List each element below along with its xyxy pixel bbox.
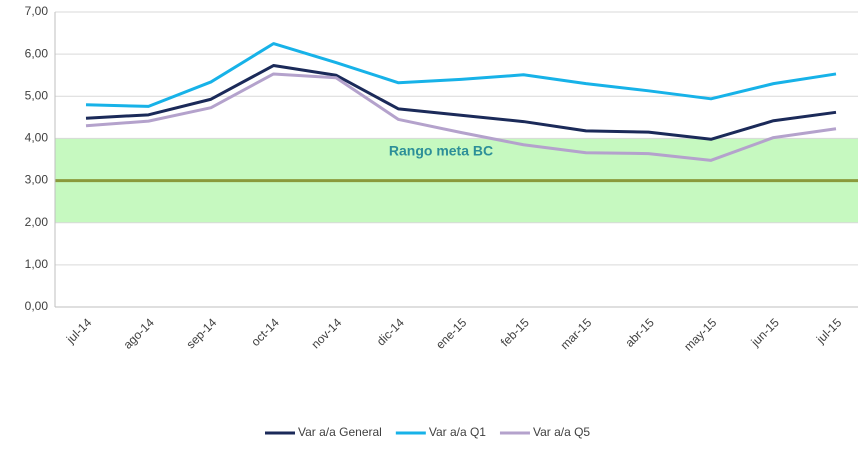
x-tick-label: feb-15 — [498, 315, 532, 349]
y-tick-label: 0,00 — [25, 299, 49, 313]
x-tick-label: mar-15 — [558, 315, 595, 352]
y-tick-label: 6,00 — [25, 46, 49, 60]
x-tick-label: dic-14 — [374, 315, 407, 348]
legend-label: Var a/a Q1 — [429, 425, 486, 439]
series-line — [85, 64, 837, 141]
y-tick-label: 7,00 — [25, 4, 49, 18]
legend-label: Var a/a General — [298, 425, 382, 439]
y-tick-label: 5,00 — [25, 88, 49, 102]
x-tick-label: jul-15 — [813, 315, 845, 347]
x-tick-label: ago-14 — [121, 315, 158, 352]
y-tick-label: 1,00 — [25, 257, 49, 271]
x-tick-label: jul-14 — [63, 315, 95, 347]
series-line — [85, 42, 837, 108]
y-tick-label: 4,00 — [25, 131, 49, 145]
x-tick-label: sep-14 — [184, 315, 220, 351]
x-tick-label: nov-14 — [309, 315, 345, 351]
y-tick-label: 3,00 — [25, 173, 49, 187]
x-tick-label: oct-14 — [248, 315, 282, 349]
x-tick-label: ene-15 — [433, 315, 470, 352]
x-tick-label: abr-15 — [622, 315, 657, 350]
legend-label: Var a/a Q5 — [533, 425, 590, 439]
x-tick-label: may-15 — [681, 315, 719, 353]
band-label: Rango meta BC — [389, 143, 493, 159]
series-line — [85, 72, 837, 162]
x-tick-label: jun-15 — [748, 315, 782, 349]
y-tick-label: 2,00 — [25, 215, 49, 229]
